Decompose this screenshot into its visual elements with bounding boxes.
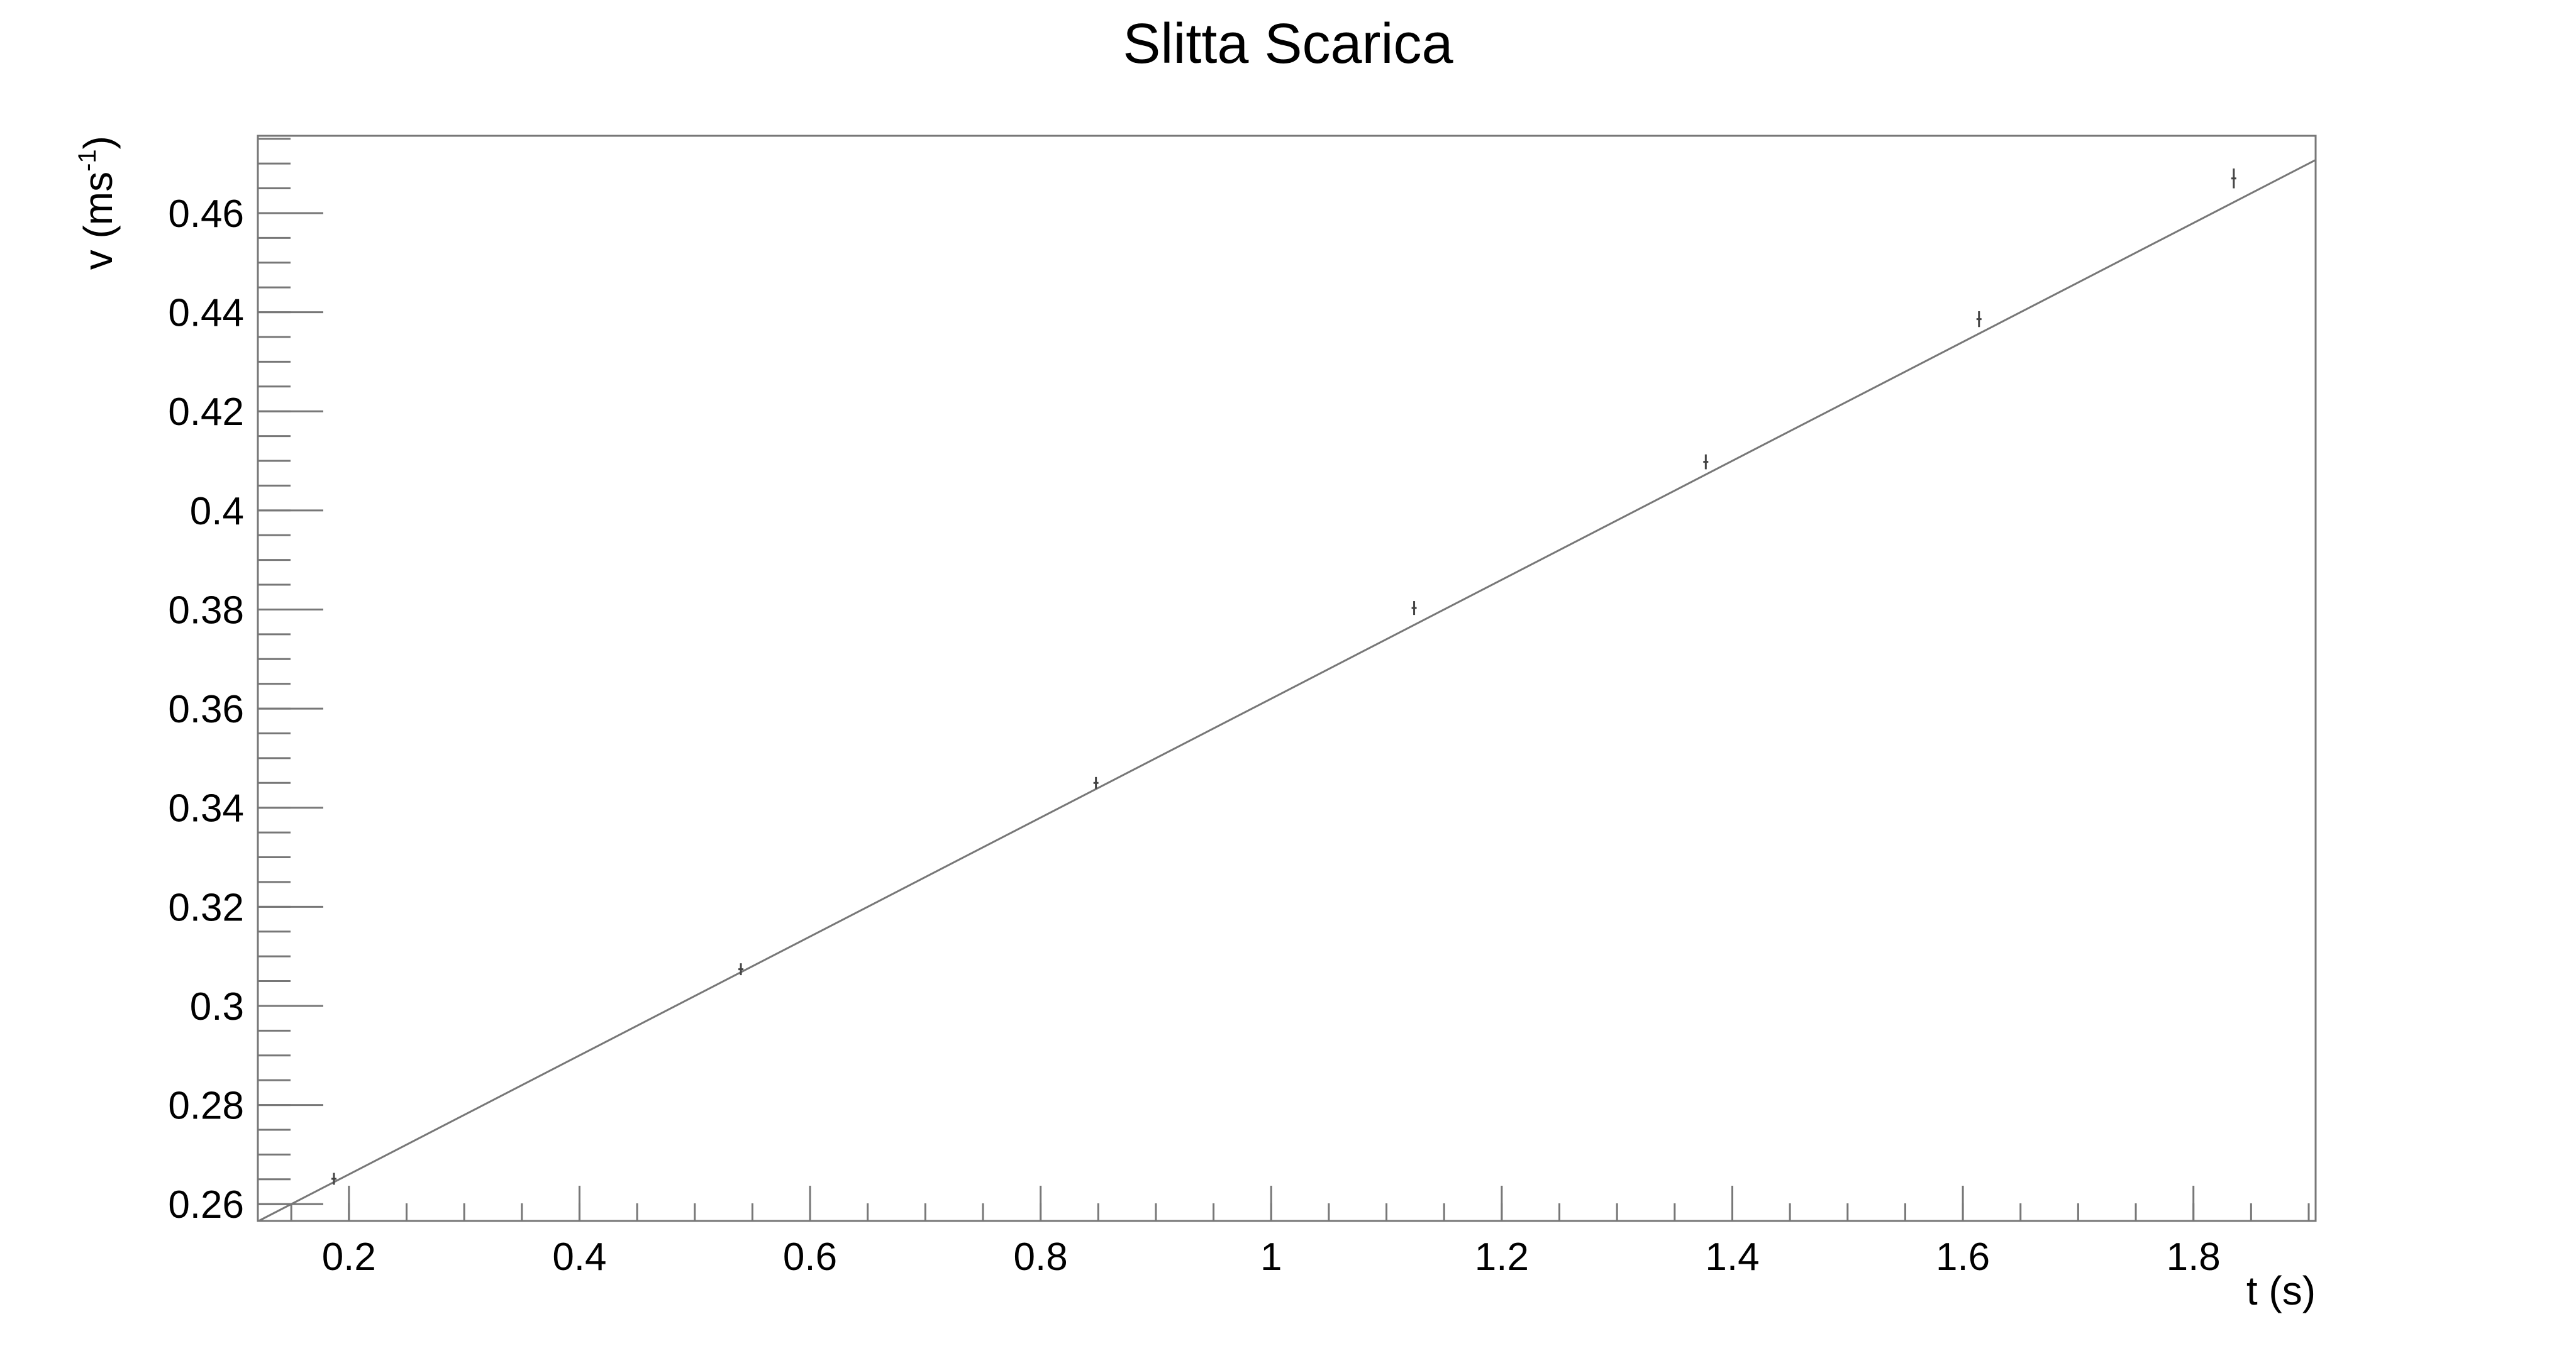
data-point bbox=[1703, 454, 1709, 470]
x-axis: 0.2 0.4 0.6 0.8 1 1.2 1.4 1.6 1.8 bbox=[290, 1186, 2310, 1279]
x-axis-title: t (s) bbox=[2246, 1268, 2316, 1313]
x-tick-label: 1 bbox=[1260, 1235, 1282, 1279]
x-tick-label: 1.2 bbox=[1475, 1235, 1529, 1279]
data-point bbox=[1093, 776, 1099, 789]
data-point bbox=[2231, 168, 2236, 189]
data-points bbox=[331, 168, 2236, 1185]
y-tick-label: 0.38 bbox=[168, 588, 244, 632]
x-tick-label: 0.4 bbox=[552, 1235, 606, 1279]
y-tick-label: 0.3 bbox=[190, 985, 244, 1029]
x-tick-label: 0.6 bbox=[783, 1235, 837, 1279]
y-axis-title-superscript: -1 bbox=[74, 149, 101, 172]
x-tick-label: 0.2 bbox=[322, 1235, 376, 1279]
y-tick-label: 0.36 bbox=[168, 688, 244, 731]
y-tick-label: 0.34 bbox=[168, 787, 244, 831]
x-tick-label: 1.6 bbox=[1936, 1235, 1990, 1279]
fit-line bbox=[258, 159, 2316, 1222]
data-point bbox=[738, 963, 744, 976]
y-tick-label: 0.26 bbox=[168, 1183, 244, 1227]
data-point bbox=[1411, 601, 1417, 616]
y-axis-title-close: ) bbox=[75, 136, 121, 149]
y-tick-label: 0.28 bbox=[168, 1085, 244, 1128]
x-tick-label: 0.8 bbox=[1014, 1235, 1068, 1279]
data-point bbox=[1976, 311, 1982, 328]
y-tick-label: 0.32 bbox=[168, 886, 244, 929]
y-axis: 0.26 0.28 0.3 0.32 0.34 0.36 0.38 0.4 0.42 0.44 0.… bbox=[168, 138, 323, 1227]
y-axis-title-main: v (ms bbox=[75, 172, 121, 270]
y-tick-label: 0.44 bbox=[168, 292, 244, 335]
y-tick-label: 0.42 bbox=[168, 390, 244, 434]
plot-frame bbox=[257, 135, 2317, 1222]
y-tick-label: 0.46 bbox=[168, 192, 244, 236]
y-axis-title: v (ms-1) bbox=[74, 136, 121, 270]
y-tick-label: 0.4 bbox=[190, 490, 244, 533]
x-tick-label: 1.4 bbox=[1705, 1235, 1759, 1279]
data-point bbox=[331, 1173, 336, 1185]
chart-title: Slitta Scarica bbox=[1123, 13, 1453, 75]
x-tick-label: 1.8 bbox=[2167, 1235, 2221, 1279]
